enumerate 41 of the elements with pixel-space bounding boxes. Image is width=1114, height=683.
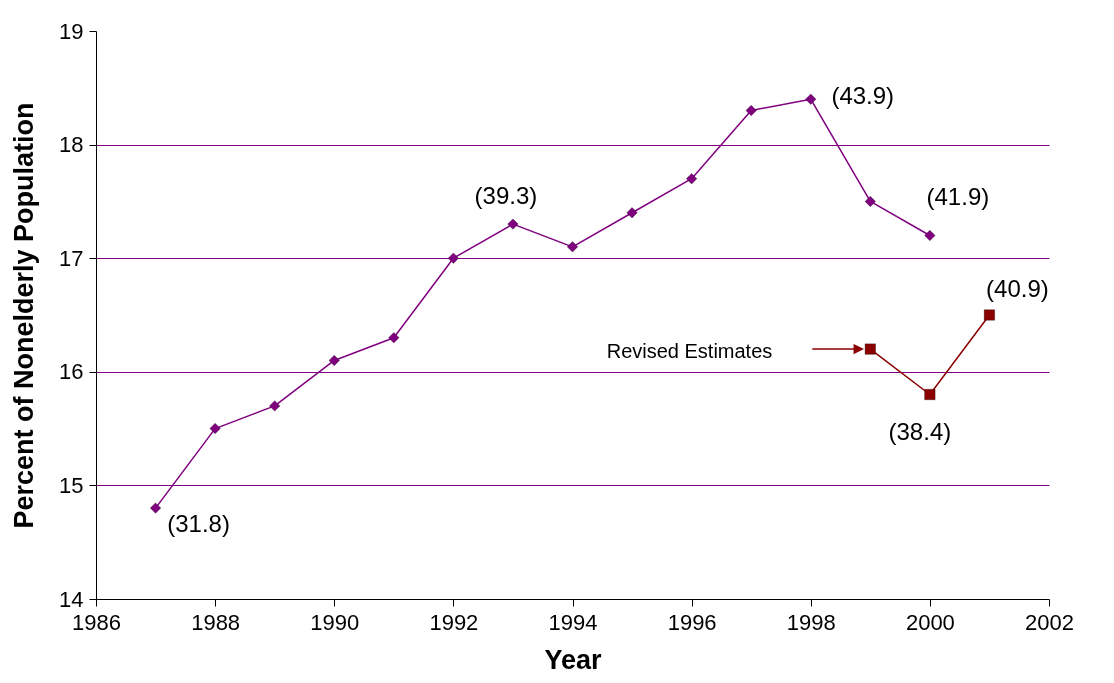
y-tick-label: 19 [59,18,84,44]
point [507,218,519,230]
annotation: (43.9) [831,82,895,110]
annotation: (39.3) [474,182,538,210]
x-tick-label: 2002 [1025,609,1074,635]
annotation: (40.9) [986,275,1049,302]
x-tick-label: 1996 [667,609,717,635]
y-tick-label: 16 [59,359,84,385]
x-tick-label: 1986 [72,609,121,635]
x-tick-label: 1998 [786,609,836,635]
point [984,309,995,321]
point [328,355,340,366]
y-tick-label: 18 [59,132,84,158]
x-tick-label: 1994 [548,609,598,635]
point [686,173,698,185]
point [924,389,936,400]
point [447,252,459,264]
point [864,343,876,355]
point [864,196,876,207]
x-tick-label: 2000 [905,609,955,635]
point [388,332,400,344]
point [626,207,638,219]
point [567,241,578,253]
y-tick-label: 14 [59,586,84,612]
annotation: Revised Estimates [606,340,773,363]
y-tick-label: 15 [59,472,84,498]
point [805,93,817,105]
x-tick-label: 1992 [429,609,479,635]
annotation: (31.8) [167,510,230,538]
x-axis-title: Year [544,644,603,675]
annotation: (41.9) [926,183,990,211]
point [150,502,161,514]
point [209,423,221,434]
x-tick-label: 1990 [310,609,360,635]
x-tick-label: 1988 [191,609,241,635]
y-tick-label: 17 [59,245,84,271]
point [924,230,936,241]
point [269,400,281,412]
point [745,105,757,116]
y-axis-title: Percent of Nonelderly Population [9,102,40,529]
annotation: (38.4) [888,417,952,445]
